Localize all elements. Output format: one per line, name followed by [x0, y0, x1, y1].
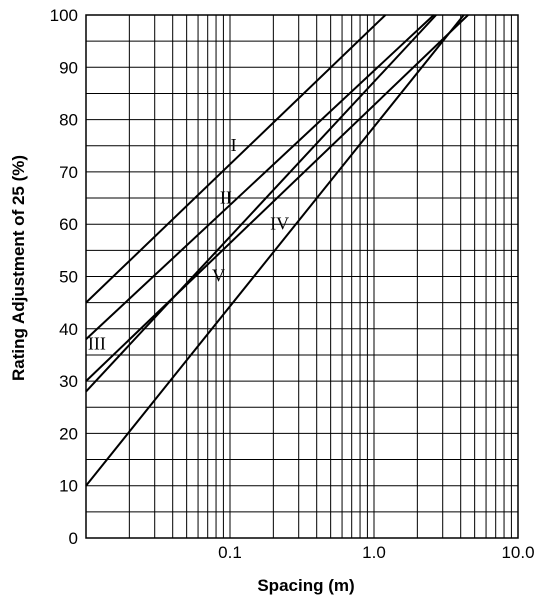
- y-tick-label: 0: [69, 529, 78, 548]
- series-line-2: [85, 14, 435, 340]
- y-axis-label: Rating Adjustment of 25 (%): [9, 155, 28, 381]
- y-tick-label: 70: [59, 163, 78, 182]
- series-line-5: [85, 14, 465, 487]
- plot-frame: [85, 14, 519, 539]
- x-tick-labels: 0.1 1.0 10.0: [218, 543, 534, 562]
- y-tick-label: 100: [50, 6, 78, 25]
- series-lines: [85, 14, 469, 487]
- y-tick-label: 80: [59, 111, 78, 130]
- y-tick-label: 10: [59, 477, 78, 496]
- y-tick-label: 40: [59, 320, 78, 339]
- series-line-1: [85, 14, 387, 304]
- series-line-3: [85, 14, 437, 393]
- y-tick-label: 20: [59, 424, 78, 443]
- x-tick-label: 0.1: [218, 543, 242, 562]
- series-label-4: IV: [270, 213, 289, 233]
- y-tick-labels: 0 10 20 30 40 50 60 70 80 90 100: [50, 6, 78, 548]
- series-label-3: III: [88, 334, 106, 354]
- grid: [85, 14, 519, 539]
- series-label-5: V: [212, 266, 225, 286]
- y-tick-label: 30: [59, 372, 78, 391]
- series-line-4: [85, 14, 469, 382]
- x-tick-label: 1.0: [362, 543, 386, 562]
- x-axis-label: Spacing (m): [257, 576, 354, 595]
- x-tick-label: 10.0: [501, 543, 534, 562]
- y-tick-label: 60: [59, 215, 78, 234]
- series-label-1: I: [231, 135, 237, 155]
- y-tick-label: 50: [59, 268, 78, 287]
- series-label-2: II: [220, 187, 232, 207]
- y-tick-label: 90: [59, 58, 78, 77]
- plot-border: [85, 14, 519, 539]
